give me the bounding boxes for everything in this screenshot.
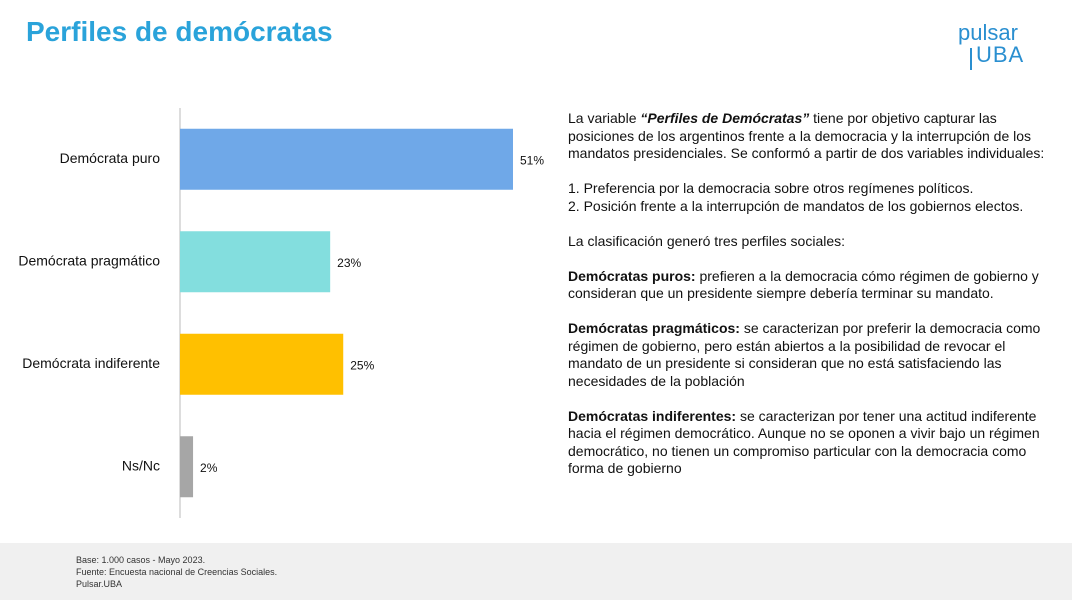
chart: Demócrata puro 51% Demócrata pragmático 23%… (18, 108, 544, 518)
logo-top: pulsar (958, 20, 1018, 45)
profile: Demócratas pragmáticos: se caracterizan … (568, 320, 1058, 390)
value-label: 23% (337, 256, 361, 270)
description: La variable “Perfiles de Demócratas” tie… (568, 110, 1058, 495)
bar (180, 333, 344, 395)
profile-text: se caracterizan por preferir la democrac… (568, 320, 1041, 389)
profile-term: Demócratas pragmáticos: (568, 320, 740, 336)
bar (180, 128, 513, 190)
intro-text: tiene por objetivo capturar las posicion… (568, 110, 1045, 161)
footer: Base: 1.000 casos - Mayo 2023. Fuente: E… (0, 543, 1072, 600)
bar (180, 231, 331, 293)
profile: Demócratas puros: prefieren a la democra… (568, 268, 1058, 303)
profile-term: Demócratas indiferentes: (568, 407, 737, 424)
value-label: 2% (200, 461, 218, 475)
list-item: 2. Posición frente a la interrupción de … (568, 197, 1024, 214)
category-label: Ns/Nc (122, 457, 160, 473)
list-item: 1. Preferencia por la democracia sobre o… (568, 180, 974, 196)
footer-line: Fuente: Encuesta nacional de Creencias S… (76, 567, 278, 577)
value-label: 51% (520, 153, 544, 167)
category-label: Demócrata pragmático (18, 252, 160, 268)
logo: pulsar UBA (958, 20, 1025, 70)
title: Perfiles de demócratas (26, 16, 333, 47)
bar (180, 436, 194, 498)
logo-bottom: UBA (976, 42, 1025, 67)
intro-text: La variable (568, 110, 641, 126)
value-label: 25% (350, 358, 374, 372)
profile: Demócratas indiferentes: se caracterizan… (568, 408, 1058, 478)
intro-emphasis: “Perfiles de Demócratas” (640, 110, 810, 126)
footer-line: Pulsar.UBA (76, 579, 123, 589)
intro: La variable “Perfiles de Demócratas” tie… (568, 110, 1058, 163)
footer-line: Base: 1.000 casos - Mayo 2023. (76, 555, 206, 565)
logo-bar (970, 48, 972, 70)
list: 1. Preferencia por la democracia sobre o… (568, 180, 1058, 215)
lead: La clasificación generó tres perfiles so… (568, 232, 846, 249)
profile-text: prefieren a la democracia cómo régimen d… (568, 267, 1039, 302)
category-label: Demócrata indiferente (22, 355, 160, 371)
category-label: Demócrata puro (60, 150, 161, 166)
profile-term: Demócratas puros: (568, 267, 696, 284)
profile-text: se caracterizan por tener una actitud in… (568, 407, 1040, 477)
